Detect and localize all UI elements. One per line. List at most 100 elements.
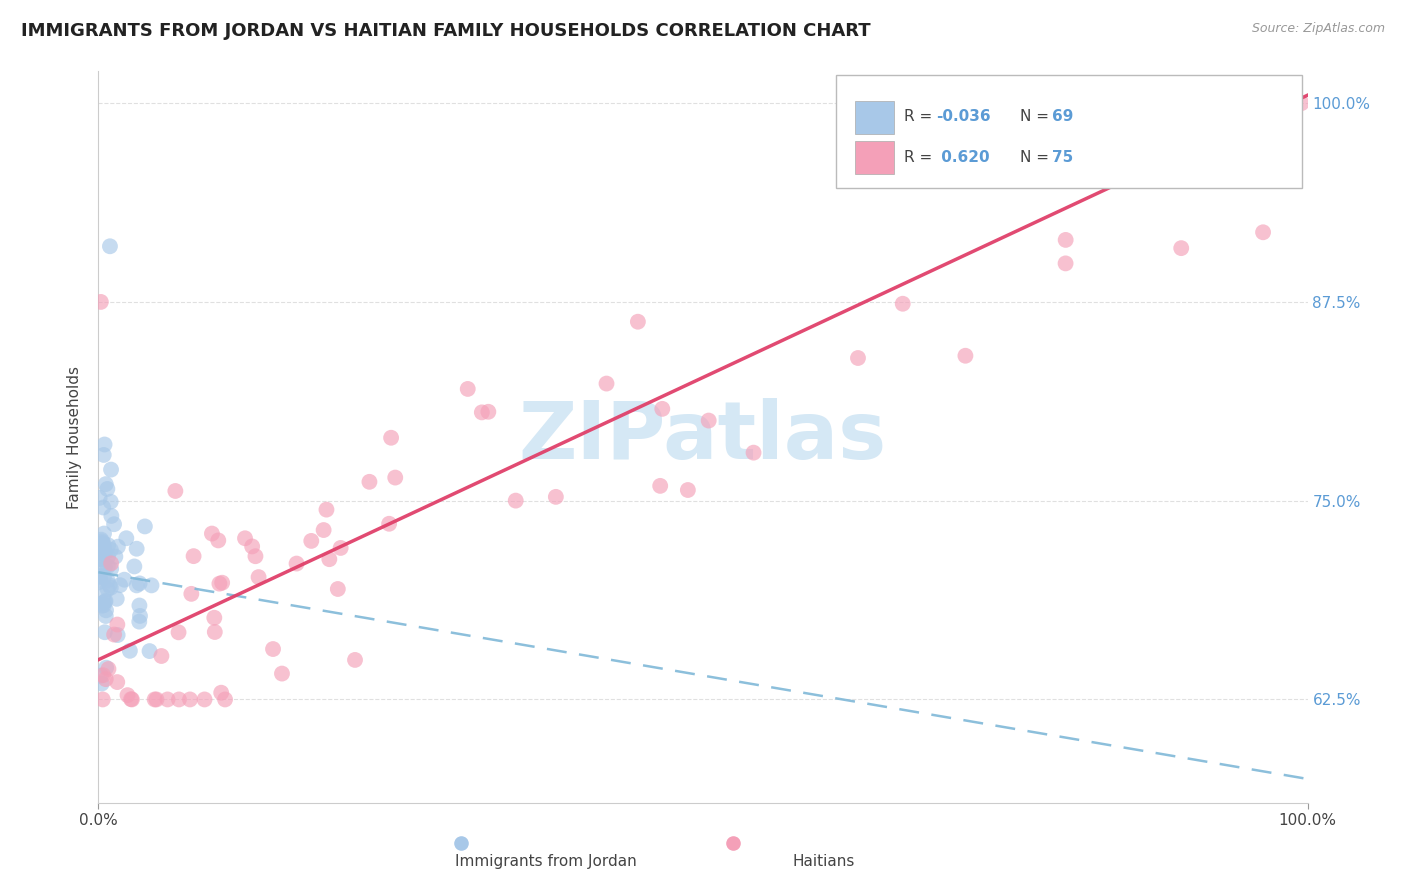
Point [97,559,120,574]
Point [125,578,148,592]
Point [697,413,720,427]
Point [138,644,160,658]
Point [477,405,499,419]
Point [457,382,479,396]
Point [378,516,401,531]
Point [627,315,650,329]
Point [108,578,131,592]
Point [87,575,110,590]
Point [107,540,129,554]
Point [1284,94,1306,108]
Point [93,437,115,451]
Point [100,462,122,476]
Point [595,376,617,391]
FancyBboxPatch shape [855,141,894,174]
Point [955,349,977,363]
Point [112,573,135,587]
Text: Haitians: Haitians [793,854,855,869]
Point [103,517,125,532]
Point [312,523,335,537]
Point [93,448,115,462]
Point [1272,151,1295,165]
Point [285,557,308,571]
Point [124,559,146,574]
Point [91,599,114,613]
Point [93,536,115,550]
Point [98,578,121,592]
Point [1291,96,1313,111]
Text: IMMIGRANTS FROM JORDAN VS HAITIAN FAMILY HOUSEHOLDS CORRELATION CHART: IMMIGRANTS FROM JORDAN VS HAITIAN FAMILY… [21,22,870,40]
Point [105,591,128,606]
Point [91,668,114,682]
Point [1054,233,1077,247]
Point [90,552,112,566]
Point [240,540,263,554]
Point [91,536,114,550]
Point [214,692,236,706]
Point [117,688,139,702]
Text: R =: R = [904,109,936,124]
Point [245,549,267,564]
Point [91,547,114,561]
Point [891,297,914,311]
Point [128,615,150,629]
Text: N =: N = [1019,109,1053,124]
Point [100,494,122,508]
Point [233,531,256,545]
Point [97,573,120,587]
Point [128,599,150,613]
Point [471,405,494,419]
Point [150,648,173,663]
Point [156,692,179,706]
Text: 69: 69 [1053,109,1074,124]
Point [125,541,148,556]
Point [100,508,122,523]
Point [120,692,142,706]
Point [318,552,340,566]
Point [93,540,115,554]
Point [742,445,765,459]
Point [107,628,129,642]
Point [96,482,118,496]
Point [165,483,187,498]
Point [380,431,402,445]
Point [651,401,673,416]
Point [94,603,117,617]
Point [544,490,567,504]
Point [105,675,128,690]
Point [90,676,112,690]
Point [93,526,115,541]
Point [118,644,141,658]
Point [90,533,112,547]
Point [183,549,205,563]
FancyBboxPatch shape [837,75,1302,188]
Point [90,294,112,309]
Point [91,589,114,603]
Point [167,692,190,706]
Point [93,599,115,613]
Point [100,581,122,595]
Point [89,545,111,559]
Point [299,533,322,548]
Point [90,668,112,682]
Text: 0.620: 0.620 [936,150,990,165]
Point [201,526,224,541]
Point [89,569,111,583]
Point [167,625,190,640]
Point [1198,142,1220,156]
Point [91,558,114,573]
Point [97,538,120,552]
Point [94,672,117,686]
Point [179,692,201,706]
Text: Immigrants from Jordan: Immigrants from Jordan [456,854,637,869]
Text: R =: R = [904,150,936,165]
Point [343,653,366,667]
Point [97,662,120,676]
Point [145,692,167,706]
Point [105,617,128,632]
Point [846,351,869,365]
Point [207,533,229,548]
Point [134,519,156,533]
Point [94,625,117,640]
Point [121,692,143,706]
